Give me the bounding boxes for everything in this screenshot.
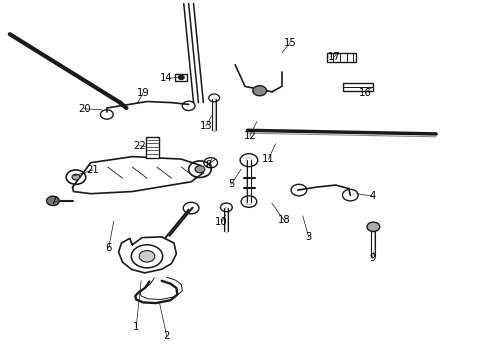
Text: 19: 19 — [137, 88, 149, 98]
Text: 15: 15 — [284, 38, 296, 48]
Text: 21: 21 — [87, 165, 99, 175]
Text: 18: 18 — [278, 215, 291, 225]
Text: 22: 22 — [133, 141, 146, 151]
Text: 1: 1 — [133, 322, 140, 332]
Text: 5: 5 — [228, 179, 235, 189]
Circle shape — [253, 86, 267, 96]
FancyBboxPatch shape — [343, 83, 373, 91]
Text: 14: 14 — [160, 73, 173, 84]
FancyBboxPatch shape — [146, 137, 159, 158]
Text: 17: 17 — [328, 52, 341, 62]
Text: 16: 16 — [359, 88, 371, 98]
Polygon shape — [73, 157, 203, 194]
Circle shape — [47, 196, 59, 206]
Circle shape — [367, 222, 380, 231]
FancyBboxPatch shape — [175, 74, 187, 81]
Text: 10: 10 — [215, 217, 228, 228]
Circle shape — [178, 75, 184, 80]
Text: 11: 11 — [262, 154, 275, 164]
Circle shape — [72, 174, 80, 180]
Text: 2: 2 — [163, 330, 170, 341]
Circle shape — [195, 166, 205, 173]
Text: 9: 9 — [369, 253, 376, 264]
Text: 20: 20 — [78, 104, 91, 114]
FancyBboxPatch shape — [327, 53, 356, 62]
Text: 7: 7 — [49, 196, 56, 206]
Polygon shape — [119, 237, 176, 273]
Text: 8: 8 — [205, 160, 211, 170]
Text: 3: 3 — [306, 232, 312, 242]
Circle shape — [139, 251, 155, 262]
Text: 13: 13 — [199, 121, 212, 131]
Text: 6: 6 — [105, 243, 112, 253]
Text: 12: 12 — [244, 131, 256, 141]
Text: 4: 4 — [369, 191, 375, 201]
